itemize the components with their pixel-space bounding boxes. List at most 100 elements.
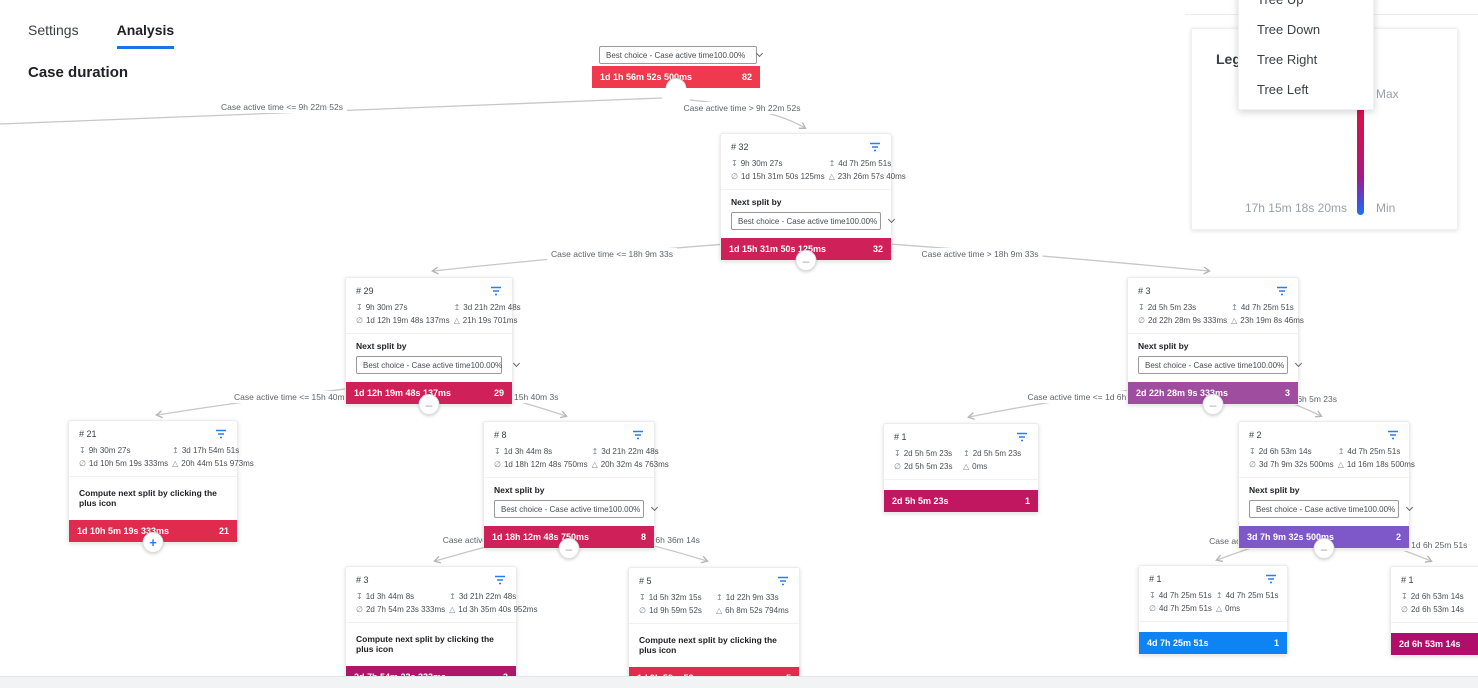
compute-split-button[interactable]: +	[142, 532, 164, 553]
split-choice-label: Best choice - Case active time	[606, 50, 714, 60]
split-choice-label: Best choice - Case active time	[363, 360, 471, 370]
filter-icon[interactable]	[215, 429, 227, 439]
min-icon: ↧	[356, 592, 363, 601]
max-value: 2d 5h 5m 23s	[972, 449, 1022, 458]
menu-item-tree-up[interactable]: Tree Up	[1239, 0, 1373, 15]
split-choice-dropdown[interactable]: Best choice - Case active time 100.00%	[731, 212, 896, 230]
split-choice-dropdown[interactable]: Best choice - Case active time 100.00%	[1138, 356, 1303, 374]
mean-value: 2d 6h 53m 14s	[1410, 605, 1464, 614]
max-icon: ↥	[1231, 303, 1238, 312]
max-icon: ↥	[453, 303, 461, 312]
max-value: 3d 21h 22m 48s	[458, 592, 517, 601]
filter-icon[interactable]	[869, 142, 881, 152]
node-id: # 3	[1138, 286, 1151, 296]
edge-condition-label: Case active time <= 9h 22m 52s	[217, 101, 347, 113]
mean-value: 1d 15h 31m 50s 125ms	[740, 172, 825, 181]
min-icon: ↧	[494, 447, 501, 456]
mean-icon: ∅	[494, 460, 501, 469]
collapse-node-button[interactable]: –	[1202, 394, 1224, 415]
node-id: # 1	[1149, 574, 1162, 584]
split-choice-percent: 100.00%	[470, 360, 503, 370]
split-choice-label: Best choice - Case active time	[501, 504, 609, 514]
compute-split-hint: Compute next split by clicking the plus …	[346, 622, 516, 666]
split-choice-dropdown[interactable]: Best choice - Case active time 100.00%	[1249, 500, 1414, 518]
filter-icon[interactable]	[1265, 574, 1277, 584]
max-icon: ↥	[172, 446, 179, 455]
mean-icon: ∅	[356, 316, 363, 325]
min-value: 9h 30m 27s	[365, 303, 408, 312]
node-id: # 3	[356, 575, 369, 585]
duration-bar: 2d 22h 28m 9s 333ms 3	[1128, 382, 1298, 404]
split-choice-dropdown[interactable]: Best choice - Case active time 100.00%	[494, 500, 659, 518]
tree-node-card: # 21 ↧ 9h 30m 27s ↥ 3d 17h 54m 51s ∅ 1d 10h…	[68, 420, 254, 553]
collapse-node-button[interactable]: –	[558, 538, 580, 559]
duration-bar-value: 1d 10h 5m 19s 333ms	[77, 526, 170, 536]
page-title: Case duration	[28, 64, 129, 81]
next-split-label: Next split by	[1249, 485, 1300, 495]
split-choice-percent: 100.00%	[713, 50, 746, 60]
duration-bar-count: 1	[1024, 496, 1030, 506]
collapse-node-button[interactable]: –	[795, 250, 817, 271]
mean-value: 1d 18h 12m 48s 750ms	[503, 460, 588, 469]
min-value: 2d 6h 53m 14s	[1258, 447, 1312, 456]
tab-settings[interactable]: Settings	[28, 22, 79, 38]
duration-bar-count: 3	[1284, 388, 1290, 398]
max-icon: ↥	[963, 449, 970, 458]
duration-bar-count: 1	[1273, 638, 1279, 648]
min-value: 1d 3h 44m 8s	[365, 592, 415, 601]
filter-icon[interactable]	[490, 286, 502, 296]
max-value: 3d 17h 54m 51s	[181, 446, 240, 455]
duration-bar-count: 29	[493, 388, 504, 398]
filter-icon[interactable]	[632, 430, 644, 440]
filter-icon[interactable]	[777, 576, 789, 586]
mean-icon: ∅	[356, 605, 363, 614]
max-icon: ↥	[449, 592, 456, 601]
mean-value: 1d 10h 5m 19s 333ms	[88, 459, 169, 468]
max-value: 4d 7h 25m 51s	[1347, 447, 1401, 456]
duration-bar-value: 1d 12h 19m 48s 137ms	[354, 388, 452, 398]
collapse-node-button[interactable]: –	[1313, 538, 1335, 559]
mean-value: 1d 12h 19m 48s 137ms	[365, 316, 450, 325]
max-value: 4d 7h 25m 51s	[838, 159, 892, 168]
max-value: 4d 7h 25m 51s	[1225, 591, 1279, 600]
duration-bar-count: 82	[741, 72, 752, 82]
stddev-value: 23h 26m 57s 40ms	[837, 172, 906, 181]
min-icon: ↧	[1249, 447, 1256, 456]
horizontal-scrollbar[interactable]	[0, 676, 1478, 688]
mean-value: 4d 7h 25m 51s	[1158, 604, 1212, 613]
stddev-icon: △	[591, 460, 598, 469]
split-choice-dropdown[interactable]: Best choice - Case active time 100.00%	[356, 356, 521, 374]
filter-icon[interactable]	[1387, 430, 1399, 440]
tree-node-card: # 29 ↧ 9h 30m 27s ↥ 3d 21h 22m 48s ∅ 1d 12h…	[345, 277, 521, 415]
mean-icon: ∅	[1401, 605, 1408, 614]
duration-gradient-scale	[1357, 93, 1364, 215]
max-icon: ↥	[1215, 591, 1223, 600]
edge-condition-label: Case active time <= 1d 6h 5m 23s	[1023, 391, 1161, 403]
minus-icon: –	[673, 82, 680, 89]
node-id: # 21	[79, 429, 97, 439]
filter-icon[interactable]	[494, 575, 506, 585]
collapse-node-button[interactable]: –	[418, 394, 440, 415]
duration-bar: 2d 5h 5m 23s 1	[884, 490, 1038, 512]
menu-item-tree-left[interactable]: Tree Left	[1257, 82, 1309, 97]
menu-item-tree-down[interactable]: Tree Down	[1257, 22, 1321, 37]
menu-item-tree-right[interactable]: Tree Right	[1257, 52, 1318, 67]
mean-value: 3d 7h 9m 32s 500ms	[1258, 460, 1334, 469]
section-divider	[884, 479, 1038, 490]
tab-analysis[interactable]: Analysis	[116, 22, 175, 49]
tree-orientation-menu: Tree Up Tree Down Tree Right Tree Left	[1238, 0, 1374, 110]
filter-icon[interactable]	[1276, 286, 1288, 296]
next-split-label: Next split by	[731, 197, 782, 207]
next-split-label: Next split by	[1138, 341, 1189, 351]
duration-bar: 1d 10h 5m 19s 333ms 21	[69, 520, 237, 542]
max-icon: ↥	[716, 593, 723, 602]
tree-node-card: # 3 ↧ 2d 5h 5m 23s ↥ 4d 7h 25m 51s ∅ 2d 22h…	[1127, 277, 1304, 415]
root-split-choice-dropdown[interactable]: Best choice - Case active time 100.00%	[599, 46, 764, 64]
next-split-label: Next split by	[494, 485, 545, 495]
duration-bar-count: 2	[1395, 532, 1401, 542]
filter-icon[interactable]	[1016, 432, 1028, 442]
duration-bar-count: 8	[640, 532, 646, 542]
mean-icon: ∅	[1249, 460, 1256, 469]
stddev-value: 6h 8m 52s 794ms	[725, 606, 789, 615]
